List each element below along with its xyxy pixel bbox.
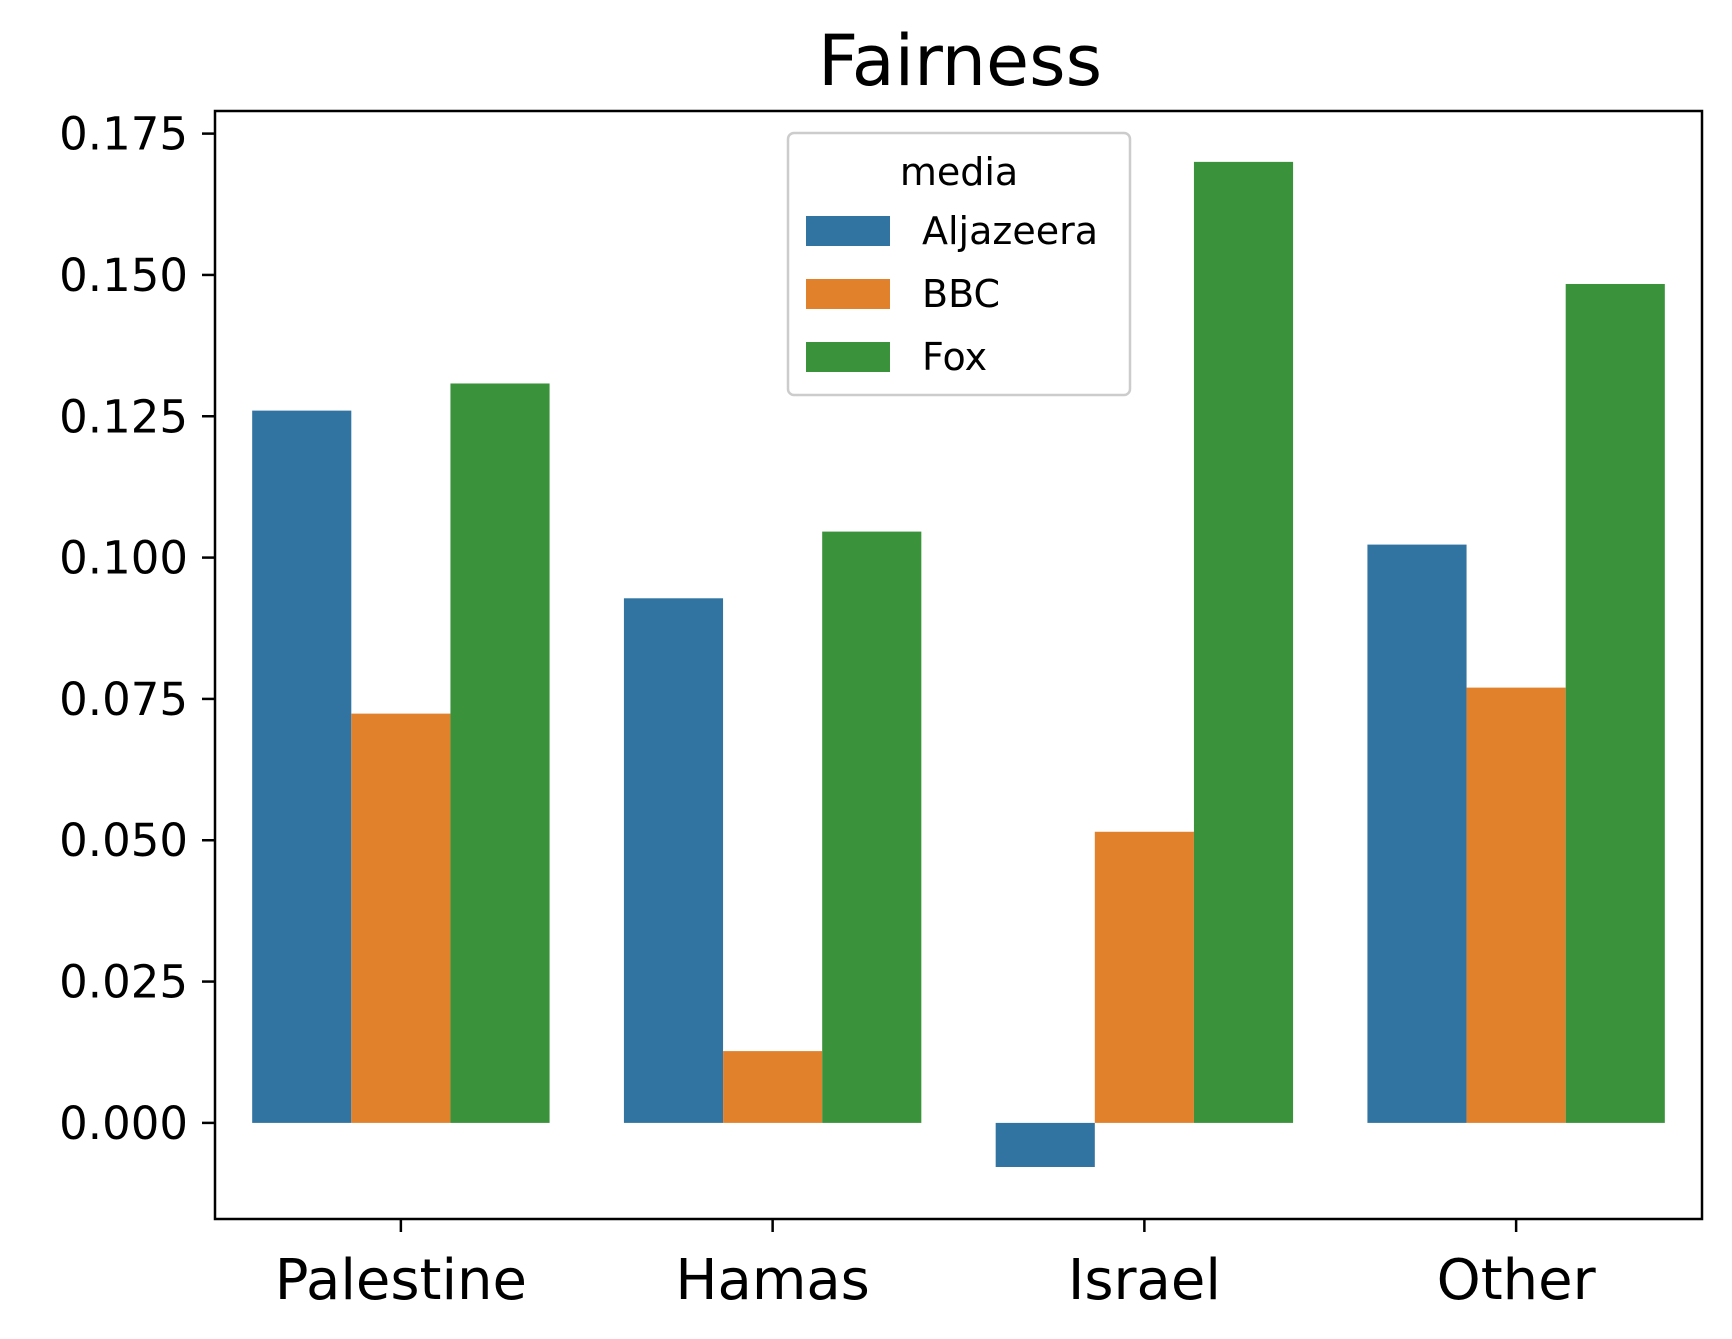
legend-label-aljazeera: Aljazeera — [922, 209, 1098, 253]
y-tick-label: 0.100 — [59, 532, 188, 585]
y-tick-label: 0.175 — [59, 108, 188, 161]
y-tick-label: 0.000 — [59, 1097, 188, 1150]
bar-hamas-aljazeera — [623, 598, 724, 1123]
legend-label-fox: Fox — [922, 335, 987, 379]
x-tick-label-other: Other — [1437, 1248, 1597, 1313]
bar-palestine-aljazeera — [252, 410, 352, 1123]
bar-hamas-bbc — [723, 1051, 823, 1123]
bar-hamas-fox — [822, 531, 922, 1123]
y-tick-label: 0.150 — [59, 249, 188, 302]
bar-palestine-fox — [450, 383, 550, 1123]
bar-palestine-bbc — [351, 713, 451, 1123]
bar-israel-fox — [1193, 161, 1294, 1123]
bars-layer — [252, 161, 1665, 1167]
legend-box — [786, 131, 1132, 397]
bar-other-fox — [1565, 283, 1665, 1123]
bar-other-aljazeera — [1367, 544, 1467, 1123]
legend: media Aljazeera BBC Fox — [786, 131, 1132, 397]
legend-swatch-aljazeera — [806, 216, 890, 246]
legend-swatch-fox — [806, 342, 890, 372]
y-axis: 0.000 0.025 0.050 0.075 0.100 0.125 0.150 0.175 — [59, 108, 215, 1150]
y-tick-label: 0.050 — [59, 814, 188, 867]
bar-other-bbc — [1466, 687, 1566, 1123]
legend-label-bbc: BBC — [922, 272, 1000, 316]
x-tick-label-hamas: Hamas — [675, 1248, 869, 1313]
y-tick-label: 0.125 — [59, 390, 188, 443]
legend-swatch-bbc — [806, 279, 890, 309]
y-tick-label: 0.075 — [59, 673, 188, 726]
bar-israel-bbc — [1094, 831, 1194, 1123]
legend-title: media — [900, 150, 1018, 194]
chart-title: Fairness — [818, 20, 1102, 102]
x-tick-label-palestine: Palestine — [275, 1248, 527, 1313]
x-axis: Palestine Hamas Israel Other — [275, 1219, 1597, 1313]
bar-israel-aljazeera — [995, 1122, 1095, 1167]
x-tick-label-israel: Israel — [1068, 1248, 1221, 1313]
plot-frame — [213, 109, 1704, 1221]
y-tick-label: 0.025 — [59, 956, 188, 1009]
